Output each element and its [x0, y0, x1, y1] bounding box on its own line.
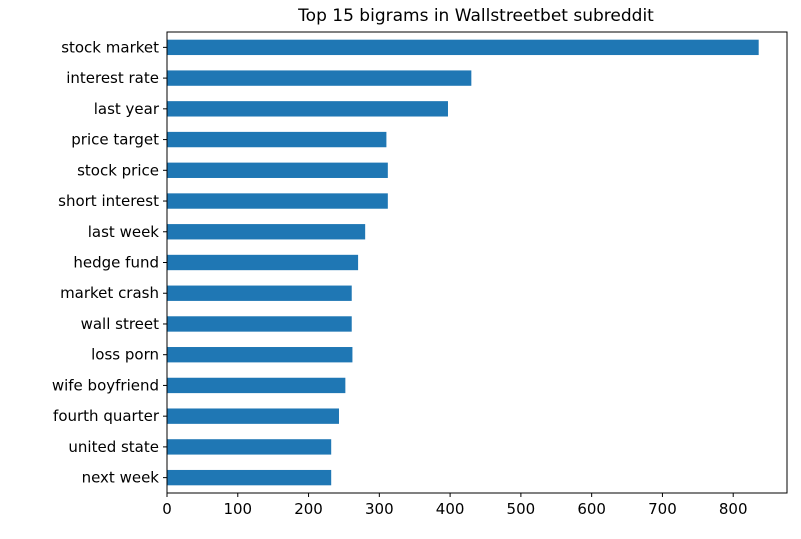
bar-stock-price	[167, 162, 388, 178]
x-tick-label-500: 500	[507, 500, 536, 518]
x-tick-label-600: 600	[577, 500, 606, 518]
y-tick-label-hedge-fund: hedge fund	[73, 254, 159, 272]
bar-last-year	[167, 101, 448, 117]
y-tick-label-next-week: next week	[82, 469, 160, 487]
y-tick-label-market-crash: market crash	[60, 284, 159, 302]
y-tick-label-fourth-quarter: fourth quarter	[53, 407, 160, 425]
x-tick-label-800: 800	[719, 500, 748, 518]
bar-wall-street	[167, 316, 352, 332]
x-tick-label-300: 300	[365, 500, 394, 518]
x-tick-label-0: 0	[162, 500, 172, 518]
x-tick-label-100: 100	[223, 500, 252, 518]
y-tick-label-wife-boyfriend: wife boyfriend	[52, 376, 159, 394]
bar-price-target	[167, 131, 387, 148]
x-axis-ticks: 0 100 200 300 400 500 600 700 800	[162, 493, 748, 518]
y-tick-label-stock-price: stock price	[77, 161, 159, 179]
bars	[167, 39, 759, 486]
y-axis-ticks: stock market interest rate last year price …	[52, 38, 167, 487]
bar-interest-rate	[167, 70, 472, 86]
y-tick-label-wall-street: wall street	[81, 315, 160, 333]
bar-hedge-fund	[167, 254, 359, 271]
y-tick-label-short-interest: short interest	[58, 192, 159, 210]
x-tick-label-200: 200	[294, 500, 323, 518]
bar-loss-porn	[167, 347, 353, 363]
y-tick-label-interest-rate: interest rate	[66, 69, 159, 87]
x-tick-label-400: 400	[436, 500, 465, 518]
y-tick-label-loss-porn: loss porn	[91, 346, 159, 364]
y-tick-label-stock-market: stock market	[61, 38, 159, 56]
x-tick-label-700: 700	[648, 500, 677, 518]
bar-stock-market	[167, 39, 759, 56]
bar-market-crash	[167, 285, 352, 301]
y-tick-label-price-target: price target	[71, 131, 159, 149]
y-tick-label-last-year: last year	[94, 100, 160, 118]
bar-last-week	[167, 224, 366, 240]
plot-frame	[166, 31, 788, 494]
bar-short-interest	[167, 193, 388, 209]
chart-title: Top 15 bigrams in Wallstreetbet subreddi…	[297, 6, 654, 26]
bar-wife-boyfriend	[167, 377, 346, 394]
bar-next-week	[167, 469, 332, 486]
y-tick-label-last-week: last week	[88, 223, 160, 241]
y-tick-label-united-state: united state	[68, 438, 159, 456]
bar-united-state	[167, 439, 332, 455]
bar-fourth-quarter	[167, 408, 339, 424]
